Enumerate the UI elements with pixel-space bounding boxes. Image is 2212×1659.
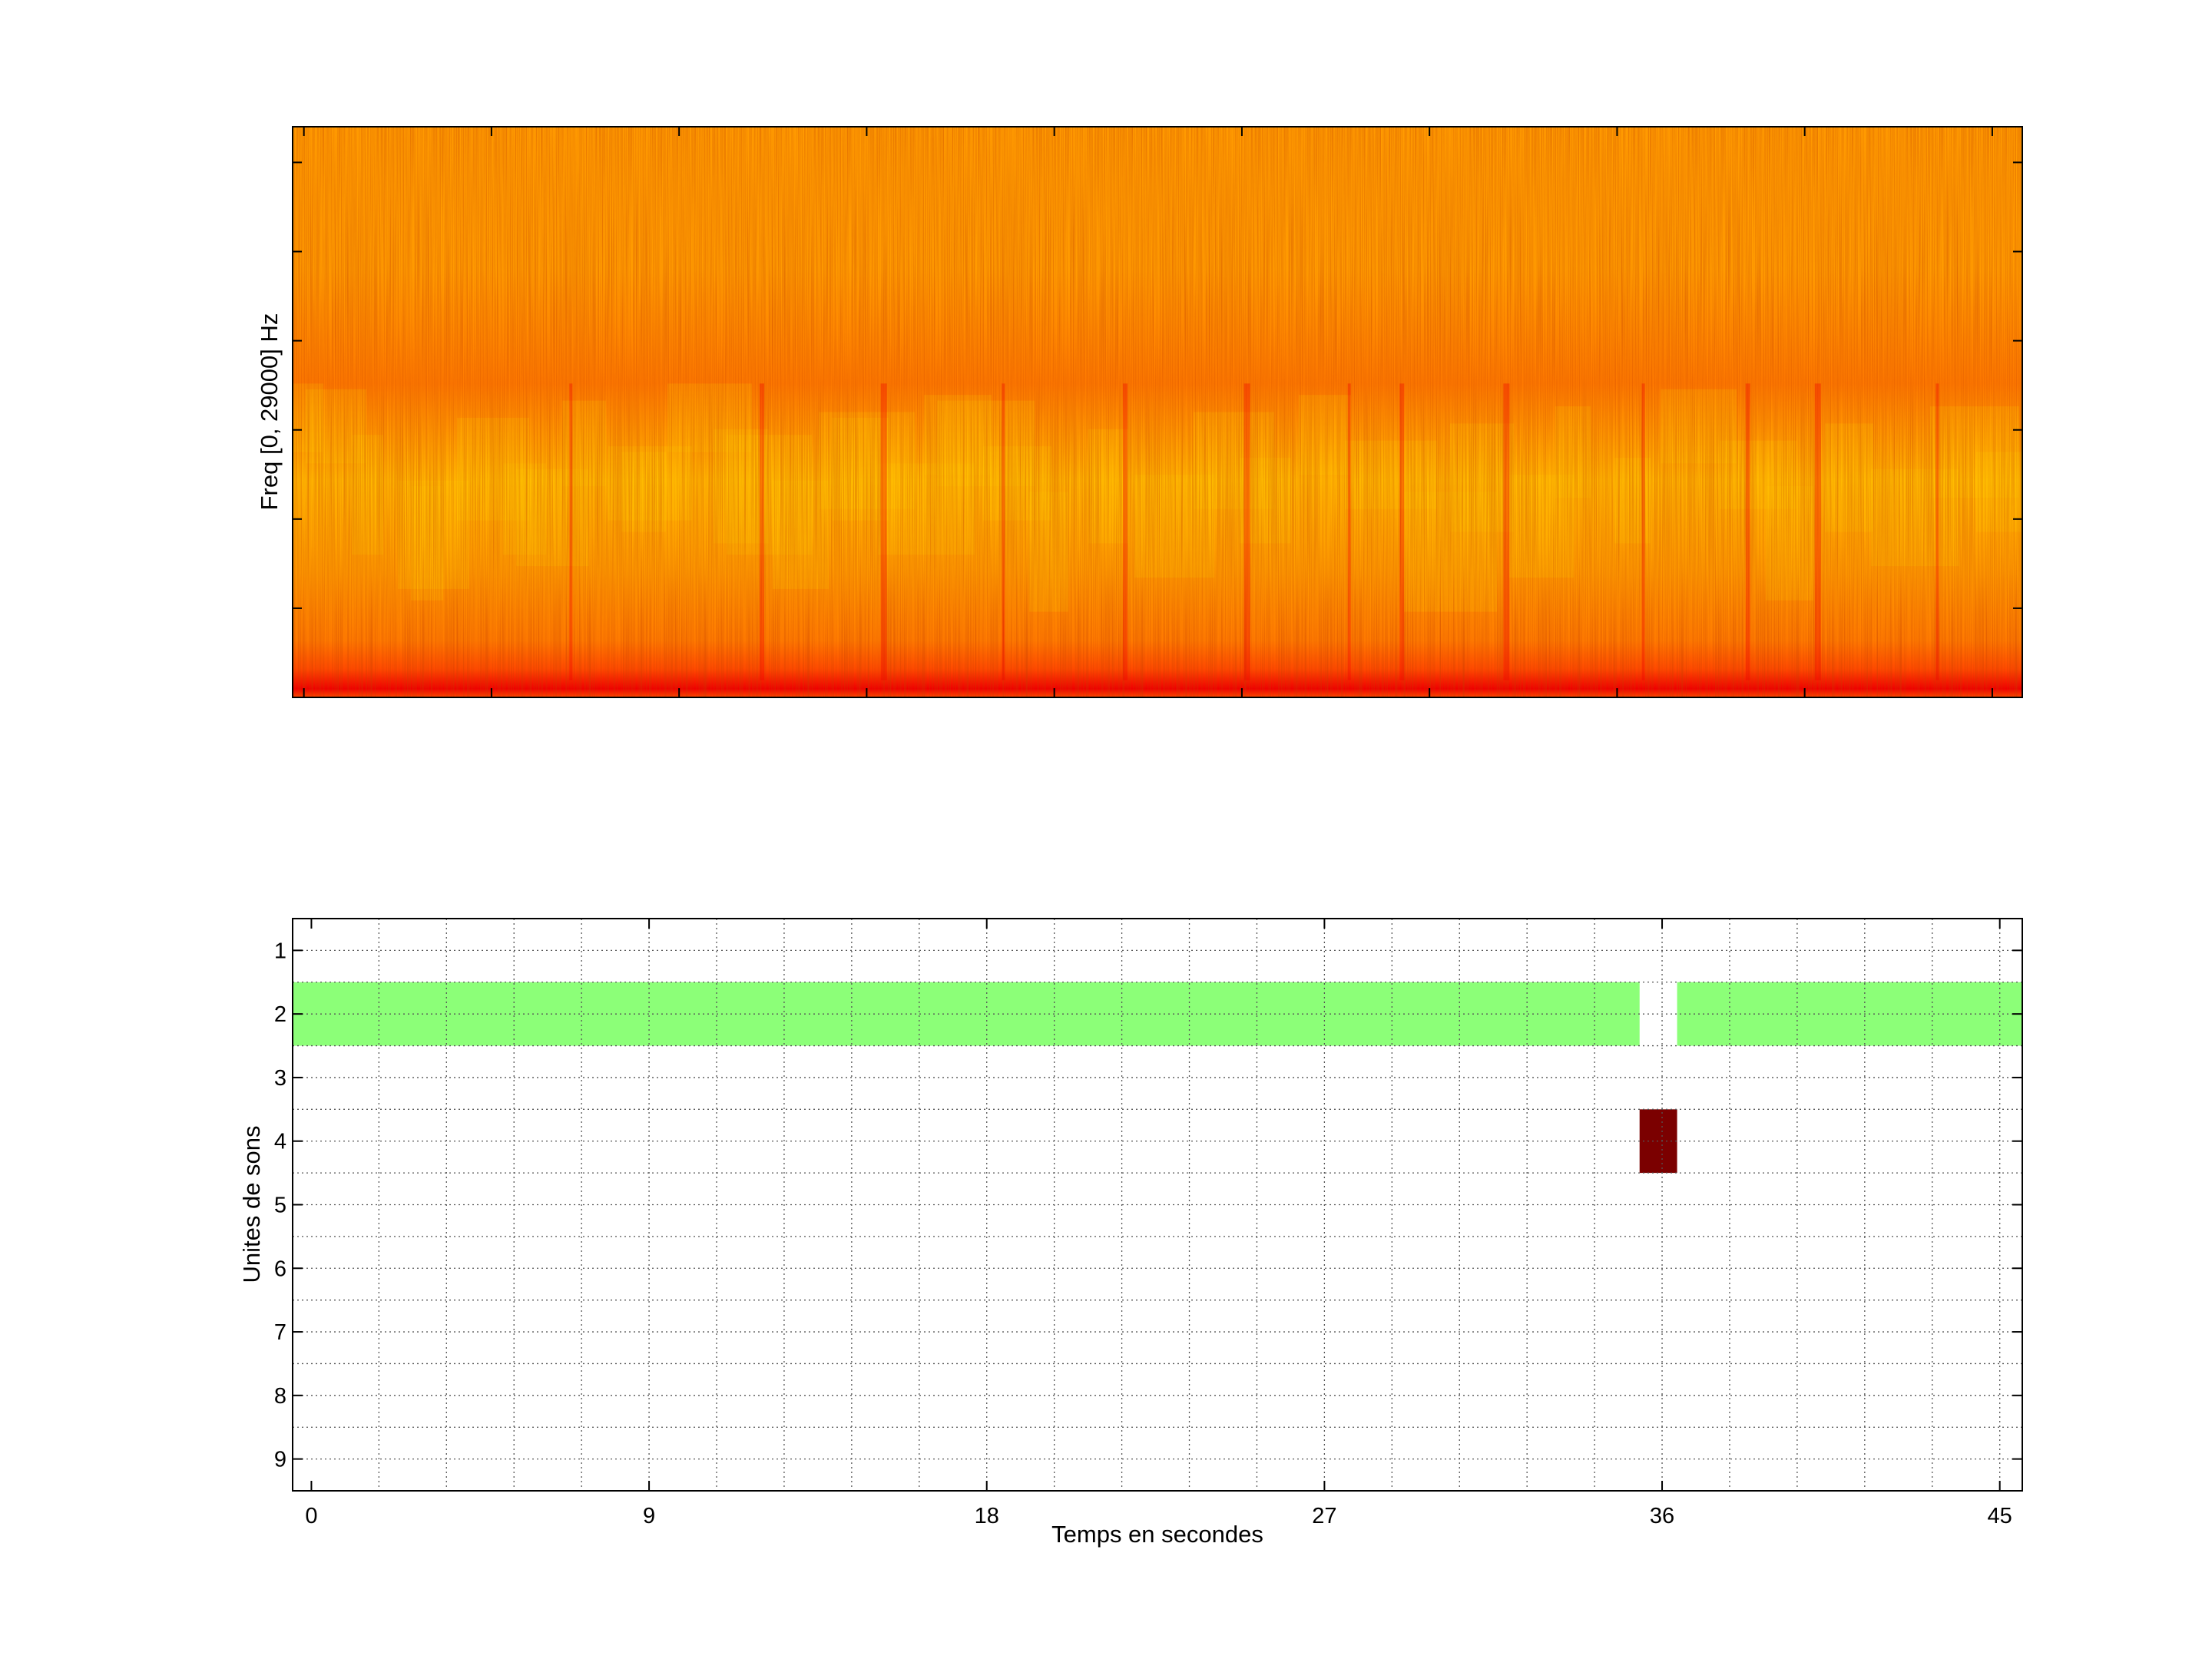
x-tick-label: 27	[1312, 1504, 1336, 1528]
y-tick-label: 3	[274, 1066, 286, 1091]
y-tick-label: 8	[274, 1384, 286, 1409]
x-tick-label: 18	[975, 1504, 999, 1528]
x-tick-label: 0	[305, 1504, 317, 1528]
spectrogram-streaks	[569, 383, 1939, 680]
y-tick-label: 5	[274, 1194, 286, 1218]
x-tick-label: 45	[1988, 1504, 2012, 1528]
spectrogram-streak	[1347, 383, 1351, 680]
spectrogram-streak	[1814, 383, 1821, 680]
spectrogram-frame	[292, 126, 2023, 698]
y-tick-label: 7	[274, 1320, 286, 1345]
spectrogram-texture	[293, 127, 2022, 697]
spectrogram-streak	[1243, 383, 1250, 680]
y-tick-label: 1	[274, 939, 286, 963]
spectrogram-streak	[880, 383, 887, 680]
spectrogram-streak	[1002, 383, 1005, 680]
sound-units-grid	[293, 919, 2022, 1492]
spectrogram-streak	[1641, 383, 1645, 680]
spectrogram-streak	[760, 383, 765, 680]
spectrogram-ticks	[293, 127, 2022, 697]
y-tick-label: 4	[274, 1130, 286, 1154]
spectrogram-streak	[569, 383, 573, 680]
spectrogram-streak	[1399, 383, 1405, 680]
y-tick-label: 9	[274, 1448, 286, 1472]
y-tick-label: 6	[274, 1257, 286, 1281]
spectrogram-streak	[1503, 383, 1510, 680]
spectrogram-streak	[1936, 383, 1939, 680]
y-tick-label: 2	[274, 1002, 286, 1027]
spectrogram-streak	[1122, 383, 1128, 680]
spectrogram-streak	[1745, 383, 1750, 680]
x-tick-label: 36	[1650, 1504, 1674, 1528]
sound-units-y-axis-label: Unites de sons	[238, 1125, 265, 1283]
spectrogram-panel: Freq [0, 29000] Hz	[256, 126, 2023, 698]
unit-cell	[1677, 982, 2022, 1046]
x-tick-label: 9	[643, 1504, 655, 1528]
sound-units-x-axis-label: Temps en secondes	[1051, 1521, 1263, 1548]
spectrogram-y-axis-label: Freq [0, 29000] Hz	[256, 313, 283, 511]
